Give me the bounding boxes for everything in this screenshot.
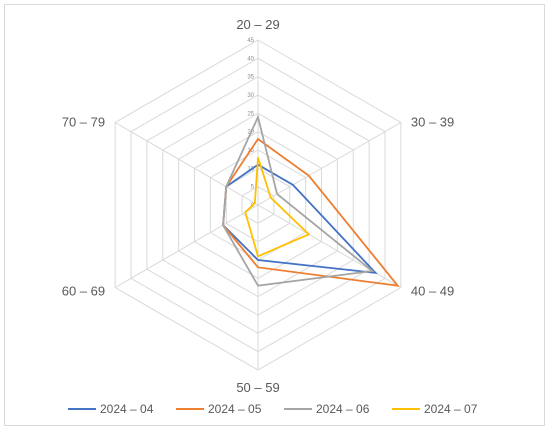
- category-label: 20 – 29: [236, 17, 279, 32]
- legend-label: 2024 – 04: [100, 402, 154, 416]
- legend: 2024 – 04 2024 – 05 2024 – 06 2024 – 07: [68, 402, 478, 416]
- legend-label: 2024 – 05: [208, 402, 262, 416]
- tick-label: 35: [247, 75, 254, 81]
- legend-label: 2024 – 07: [424, 402, 478, 416]
- axis-spoke: [257, 122, 402, 206]
- tick-label: 30: [247, 93, 254, 99]
- axis-spoke: [114, 122, 259, 206]
- tick-label: 25: [247, 111, 254, 117]
- series-line: [222, 114, 375, 287]
- category-label: 70 – 79: [62, 115, 105, 130]
- category-label: 60 – 69: [62, 284, 105, 299]
- category-label: 40 – 49: [411, 284, 454, 299]
- tick-label: 5: [251, 185, 255, 191]
- tick-label: 40: [247, 56, 254, 62]
- legend-label: 2024 – 06: [316, 402, 370, 416]
- series-line: [222, 137, 400, 287]
- series-layer: [222, 114, 400, 287]
- tick-label: 45: [247, 38, 254, 44]
- grid-layer: [114, 39, 402, 371]
- axis-spoke: [114, 204, 259, 288]
- category-label: 30 – 39: [411, 115, 454, 130]
- series-line: [244, 157, 311, 258]
- axis-label-layer: 20 – 29 30 – 39 40 – 49 50 – 59 60 – 69 70 – …: [62, 17, 455, 395]
- category-label: 50 – 59: [236, 380, 279, 395]
